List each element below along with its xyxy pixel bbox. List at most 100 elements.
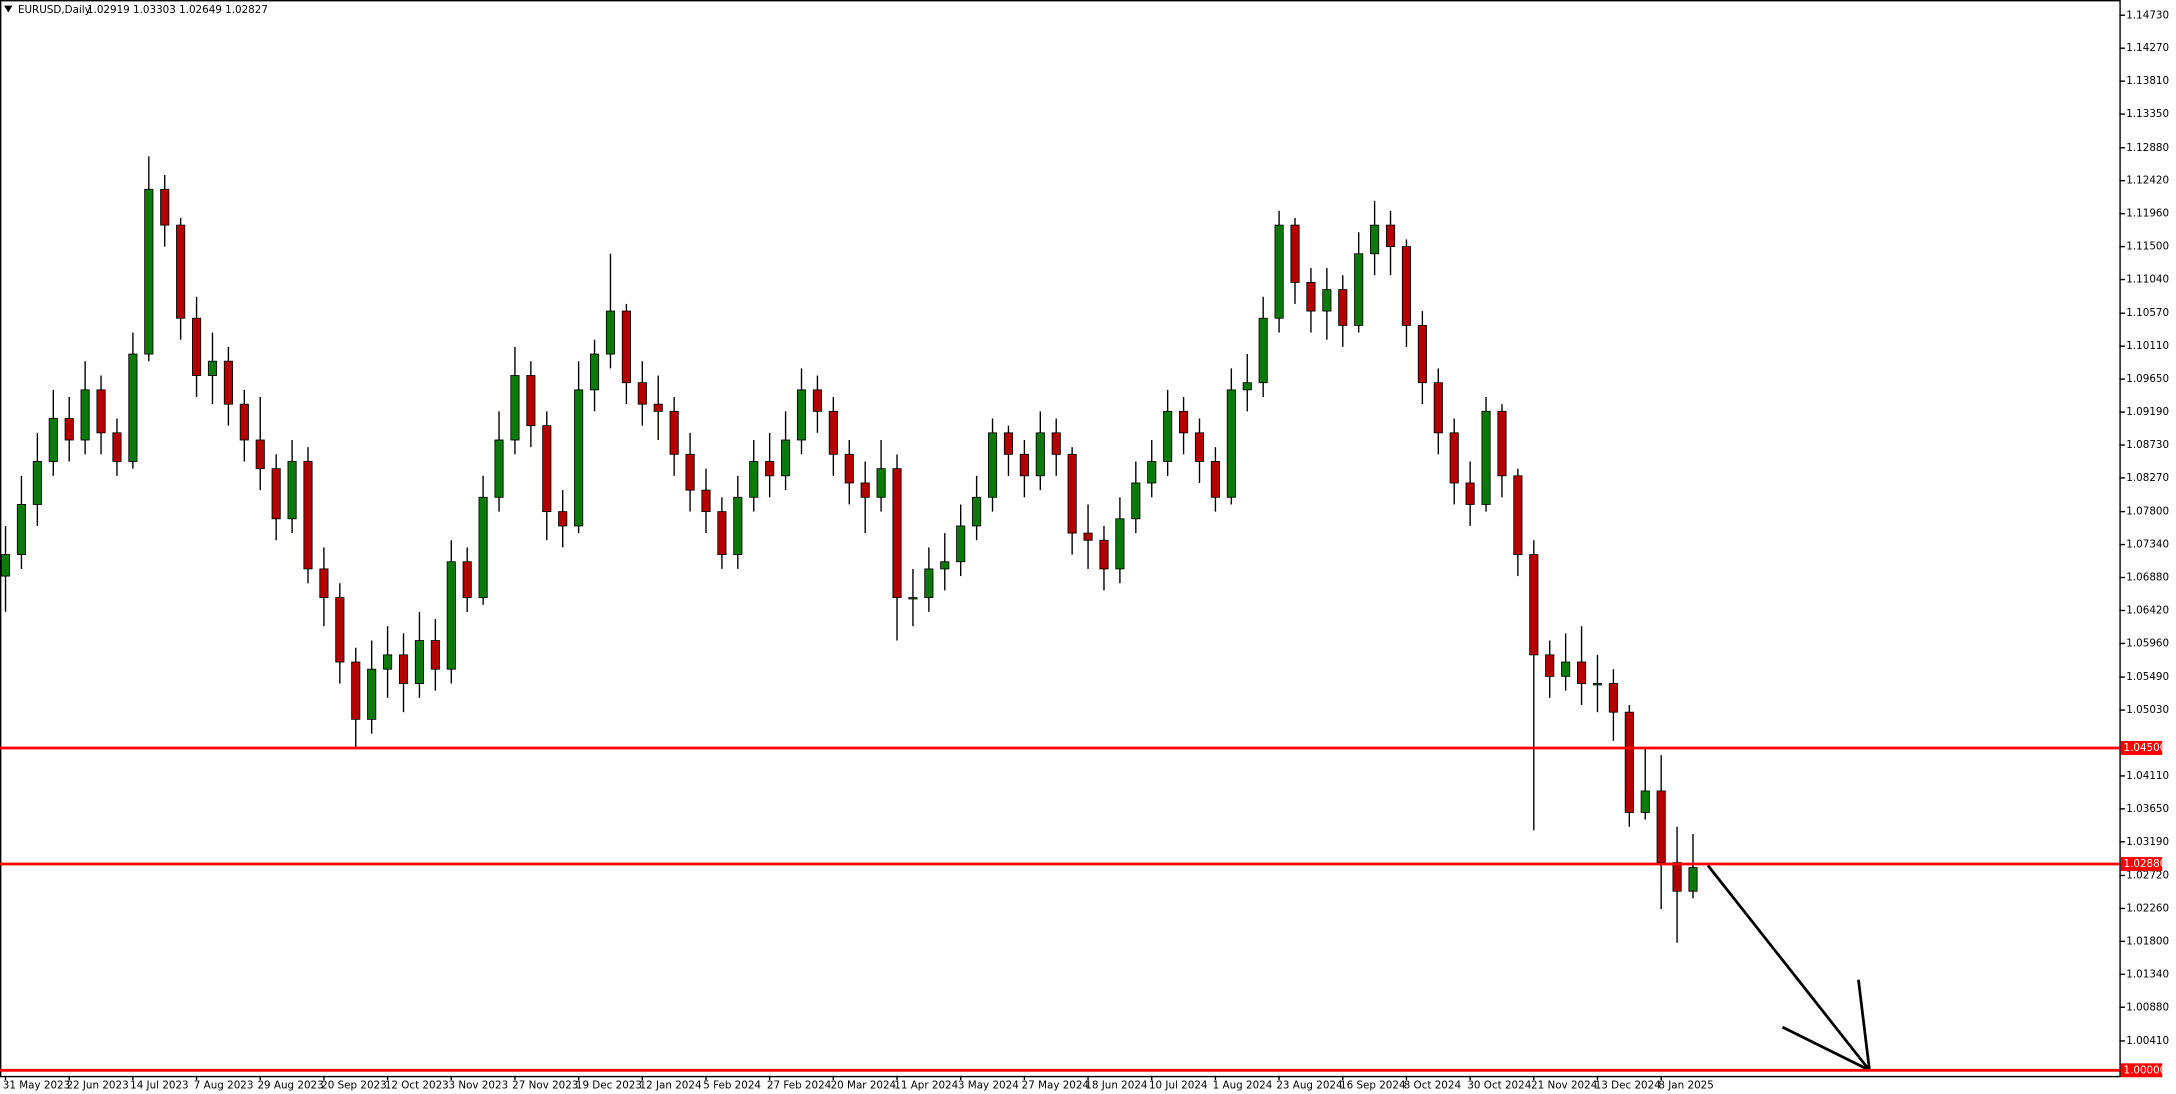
y-tick-label: 1.13350	[2126, 108, 2169, 120]
candle-body	[1449, 432, 1459, 484]
candle-body	[1370, 224, 1380, 255]
y-tick-label: 1.07800	[2126, 506, 2169, 518]
candle-body	[1465, 482, 1475, 505]
candle-body	[940, 561, 950, 570]
candle-body	[796, 389, 807, 441]
plot-area	[0, 0, 2121, 1078]
candle-body	[128, 353, 138, 462]
candle-body	[1433, 382, 1443, 434]
level-label-box	[2120, 857, 2163, 871]
candle-body	[16, 504, 26, 556]
y-tick-label: 1.03650	[2126, 803, 2169, 815]
candle-body	[1274, 224, 1284, 319]
x-tick-label: 3 Nov 2023	[449, 1080, 509, 1092]
candle-body	[383, 654, 393, 670]
candle-body	[1051, 432, 1061, 455]
x-tick-label: 8 Jan 2025	[1658, 1080, 1713, 1092]
candle-body	[812, 389, 822, 412]
y-tick-label: 1.05490	[2126, 671, 2169, 683]
x-tick-label: 27 Nov 2023	[512, 1080, 578, 1092]
x-tick-label: 27 May 2024	[1022, 1080, 1090, 1092]
candle-body	[1115, 518, 1125, 570]
y-tick-label: 1.01800	[2126, 935, 2169, 947]
candle-body	[749, 461, 759, 498]
candle-body	[1258, 317, 1268, 384]
candle-body	[1035, 432, 1045, 477]
candle-body	[637, 382, 647, 405]
level-label-box	[2120, 1063, 2163, 1078]
x-tick-label: 20 Sep 2023	[321, 1080, 387, 1092]
x-tick-label: 21 Nov 2024	[1531, 1080, 1598, 1092]
candle-body	[430, 640, 440, 670]
x-tick-label: 29 Aug 2023	[257, 1080, 323, 1092]
candle-body	[1147, 461, 1157, 484]
candle-body	[271, 468, 281, 520]
x-tick-label: 12 Oct 2023	[385, 1080, 449, 1092]
candle-body	[207, 360, 218, 376]
x-tick-label: 7 Aug 2023	[194, 1080, 254, 1092]
x-tick-label: 23 Aug 2024	[1276, 1080, 1343, 1092]
candle-body	[80, 389, 90, 441]
x-tick-label: 3 May 2024	[958, 1080, 1019, 1092]
candle-body	[1561, 661, 1571, 677]
candle-body	[319, 568, 329, 598]
candle-body	[1401, 246, 1412, 326]
candle-body	[1163, 410, 1173, 462]
candle-body	[112, 432, 122, 462]
candle-body	[367, 668, 377, 720]
candle-body	[223, 360, 233, 405]
candle-body	[144, 188, 154, 355]
candle-body	[924, 568, 934, 598]
candle-body	[1672, 862, 1682, 892]
candle-body	[605, 310, 616, 355]
candle-body	[255, 439, 265, 470]
candle-body	[478, 496, 488, 598]
candle-body	[685, 453, 695, 491]
candle-body	[669, 410, 679, 455]
candle-body	[160, 188, 170, 226]
candle-body	[526, 375, 536, 427]
candle-body	[908, 597, 918, 600]
y-tick-label: 1.00880	[2126, 1001, 2169, 1013]
arrow-head	[1781, 1025, 1871, 1072]
candle-body	[1656, 790, 1666, 864]
candle-body	[287, 461, 297, 520]
candle-body	[414, 640, 424, 684]
candle-body	[446, 561, 456, 670]
candle-body	[1179, 410, 1189, 434]
candle-body	[398, 654, 409, 684]
candle-body	[972, 496, 982, 527]
level-label: 1.02880	[2124, 858, 2167, 870]
candle-body	[844, 453, 854, 484]
candle-body	[1417, 324, 1427, 384]
candle-body	[0, 554, 11, 577]
level-label: 1.00000	[2124, 1064, 2167, 1076]
candle-body	[1067, 453, 1077, 534]
y-tick-label: 1.08270	[2126, 472, 2169, 484]
candle-body	[621, 310, 631, 384]
candle-body	[96, 389, 106, 434]
candle-body	[32, 461, 42, 505]
candle-body	[781, 439, 791, 477]
candle-body	[1083, 532, 1093, 541]
y-tick-label: 1.11960	[2126, 208, 2169, 220]
candle-body	[1290, 224, 1300, 283]
chart-title: EURUSD,Daily	[18, 4, 91, 16]
candle-body	[1306, 282, 1316, 312]
candle-body	[1226, 389, 1236, 498]
y-tick-label: 1.10110	[2126, 340, 2169, 352]
x-tick-label: 8 Oct 2024	[1404, 1080, 1462, 1092]
y-tick-label: 1.12880	[2126, 142, 2169, 154]
y-tick-label: 1.14270	[2126, 42, 2169, 54]
candle-body	[1529, 554, 1539, 656]
candle-body	[1322, 289, 1332, 312]
x-tick-label: 1 Aug 2024	[1213, 1080, 1273, 1092]
x-tick-label: 5 Feb 2024	[703, 1080, 761, 1092]
candle-body	[462, 561, 472, 598]
y-tick-label: 1.02260	[2126, 902, 2169, 914]
candle-body	[239, 403, 249, 441]
y-tick-label: 1.03190	[2126, 836, 2169, 848]
candle-body	[1242, 382, 1252, 391]
candle-body	[558, 511, 568, 527]
